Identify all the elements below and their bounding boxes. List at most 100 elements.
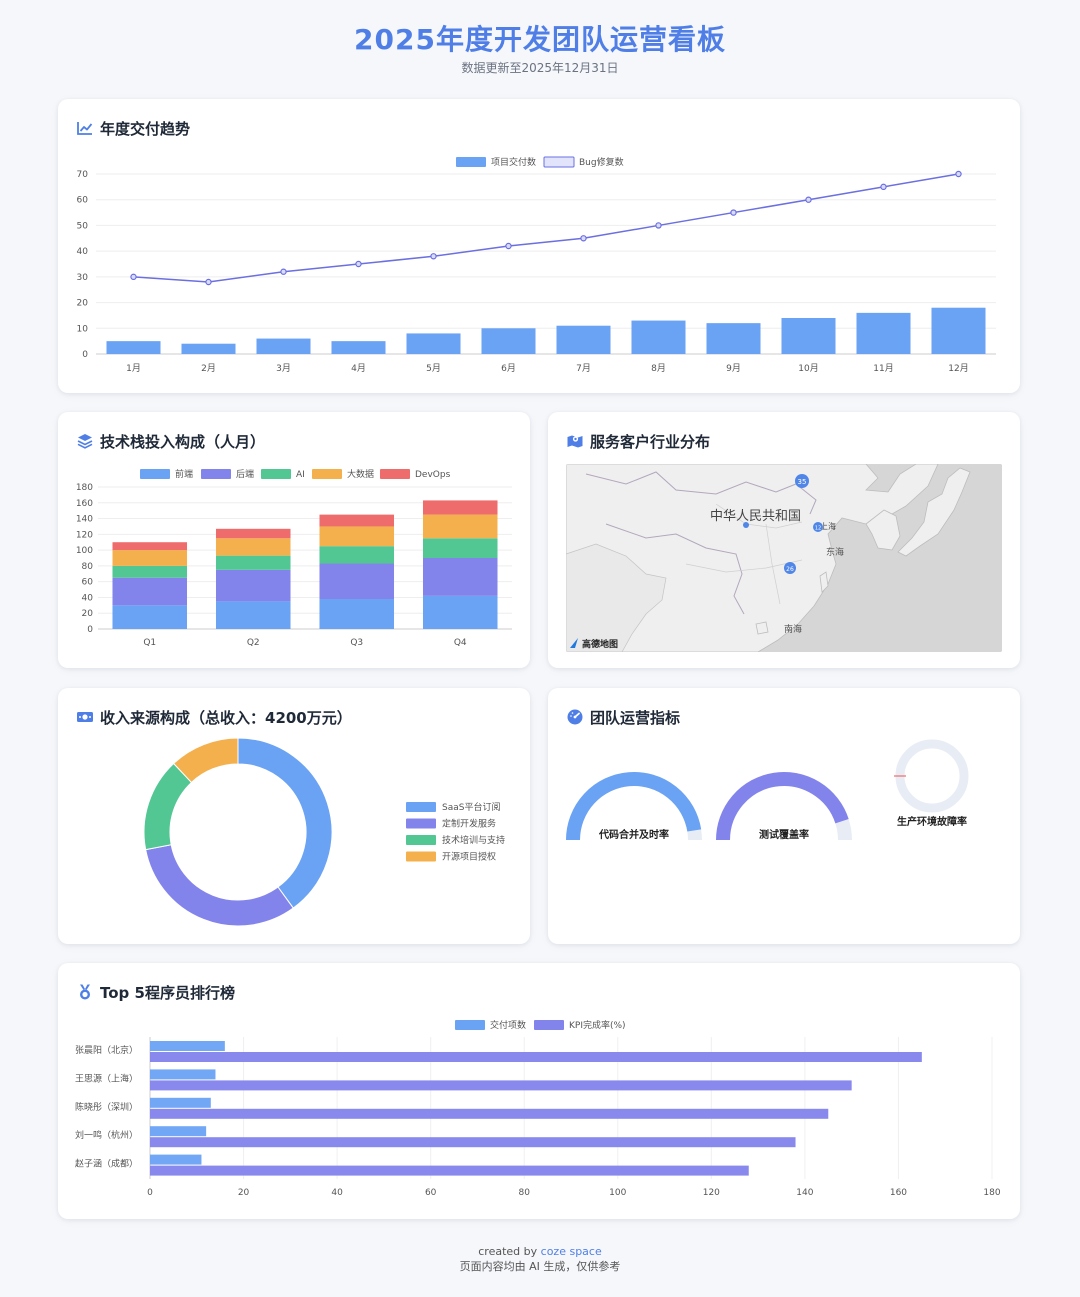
svg-text:12: 12 bbox=[815, 526, 821, 532]
revenue-slice bbox=[143, 762, 193, 851]
ranking-card: Top 5程序员排行榜 0 20 40 60 80 100 120 140 160 180 张晨阳（… bbox=[58, 963, 1020, 1219]
bugfix-point bbox=[430, 253, 437, 260]
x-tick-label: 10月 bbox=[798, 363, 818, 374]
map-city-label: 上海 bbox=[820, 521, 836, 531]
x-tick-label: 8月 bbox=[651, 363, 666, 374]
y-tick-label: 60 bbox=[82, 578, 94, 588]
techstack-title-text: 技术栈投入构成（人月） bbox=[100, 432, 266, 451]
map-country-label: 中华人民共和国 bbox=[710, 509, 801, 524]
legend-label: 定制开发服务 bbox=[442, 818, 496, 830]
legend-swatch-bugfix bbox=[543, 156, 575, 168]
bugfix-point bbox=[730, 209, 737, 216]
footer-brand-link[interactable]: coze space bbox=[540, 1245, 602, 1258]
revenue-title: 收入来源构成（总收入：4200万元） bbox=[76, 706, 352, 728]
legend-swatch bbox=[406, 835, 436, 845]
map-logo: 高德地图 bbox=[570, 638, 618, 650]
techstack-bar-segment bbox=[112, 565, 188, 578]
page-header: 2025年度开发团队运营看板 数据更新至2025年12月31日 bbox=[0, 0, 1080, 96]
map-sea-label-1: 东海 bbox=[826, 546, 844, 558]
y-tick-label: 120 bbox=[76, 530, 93, 540]
legend-swatch-deliveries bbox=[455, 1020, 485, 1030]
techstack-bar-segment bbox=[319, 599, 395, 629]
medal-icon bbox=[80, 984, 90, 1000]
revenue-slice bbox=[237, 737, 333, 909]
map-logo-text: 高德地图 bbox=[582, 638, 618, 650]
map-marker-small[interactable] bbox=[743, 522, 749, 528]
x-tick-label: 40 bbox=[331, 1188, 343, 1198]
legend-label-deliveries: 项目交付数 bbox=[491, 156, 536, 168]
x-tick-label: 4月 bbox=[351, 363, 366, 374]
ranking-bar bbox=[150, 1052, 922, 1062]
legend-label: 后端 bbox=[236, 468, 254, 480]
bugfix-point bbox=[580, 235, 587, 242]
ranking-bar bbox=[150, 1137, 796, 1148]
y-tick-label: 140 bbox=[76, 515, 93, 525]
x-tick-label: 5月 bbox=[426, 363, 441, 374]
techstack-bar-segment bbox=[215, 555, 291, 570]
x-tick-label: 140 bbox=[796, 1188, 813, 1198]
page-title: 2025年度开发团队运营看板 bbox=[354, 23, 726, 56]
gauge-fill bbox=[566, 772, 702, 841]
money-icon bbox=[77, 712, 93, 722]
ranking-bar bbox=[150, 1041, 225, 1051]
techstack-bar-segment bbox=[422, 558, 498, 596]
x-tick-label: 0 bbox=[147, 1188, 153, 1198]
delivery-trend-chart: 0 10 20 30 40 50 60 70 1月 2月 3月 4月 5月 6月 7月 8月 9月 10月 11月 1… bbox=[77, 156, 996, 374]
techstack-title: 技术栈投入构成（人月） bbox=[76, 430, 265, 452]
techstack-bar-segment bbox=[112, 605, 188, 629]
delivery-trend-title: 年度交付趋势 bbox=[76, 117, 190, 139]
customer-map[interactable]: 中华人民共和国 上海 东海 南海 35 26 12 高德地图 bbox=[566, 464, 1002, 652]
legend-label-deliveries: 交付项数 bbox=[490, 1019, 526, 1031]
x-tick-label: 9月 bbox=[726, 363, 741, 374]
techstack-card: 技术栈投入构成（人月） 0 20 40 60 80 100 120 140 160 180 Q1 Q2… bbox=[58, 412, 530, 668]
map-south-asia bbox=[566, 543, 667, 652]
delivery-bar bbox=[481, 328, 536, 354]
y-tick-label: 0 bbox=[87, 625, 93, 635]
bugfix-line bbox=[133, 173, 959, 283]
bugfix-point bbox=[805, 196, 812, 203]
y-tick-label: 100 bbox=[76, 546, 93, 556]
map-marker-12[interactable]: 12 bbox=[813, 522, 823, 532]
map-japan bbox=[897, 467, 971, 557]
legend-swatch bbox=[406, 802, 436, 812]
x-tick-label: Q2 bbox=[247, 638, 260, 648]
revenue-slice bbox=[145, 844, 294, 927]
delivery-trend-title-text: 年度交付趋势 bbox=[100, 119, 191, 138]
x-tick-label: 7月 bbox=[576, 363, 591, 374]
revenue-card: 收入来源构成（总收入：4200万元） SaaS平台订阅 定制开发服务 技术培训与支持… bbox=[58, 688, 530, 944]
legend-swatch bbox=[261, 469, 291, 479]
footer-disclaimer: 页面内容均由 AI 生成，仅供参考 bbox=[459, 1260, 621, 1273]
x-tick-label: 160 bbox=[890, 1188, 907, 1198]
map-korea bbox=[865, 509, 901, 551]
ranking-bar bbox=[150, 1097, 211, 1108]
delivery-bar bbox=[781, 318, 836, 354]
map-border bbox=[585, 471, 817, 615]
map-border-2 bbox=[685, 503, 803, 605]
ops-title: 团队运营指标 bbox=[566, 706, 680, 728]
page-footer: created by coze space 页面内容均由 AI 生成，仅供参考 bbox=[0, 1244, 1080, 1274]
delivery-bar bbox=[706, 323, 761, 354]
techstack-bar-segment bbox=[422, 595, 498, 629]
bugfix-point bbox=[955, 170, 962, 178]
x-tick-label: 80 bbox=[518, 1188, 530, 1198]
techstack-bar-segment bbox=[215, 569, 291, 602]
map-marker-26[interactable]: 26 bbox=[784, 562, 796, 574]
map-taiwan bbox=[819, 571, 829, 593]
x-tick-label: 20 bbox=[238, 1188, 250, 1198]
techstack-bar-segment bbox=[112, 542, 188, 551]
footer-credit: created by coze space bbox=[0, 1244, 1080, 1259]
techstack-bar-segment bbox=[215, 528, 291, 539]
bugfix-point bbox=[505, 242, 512, 250]
revenue-slice bbox=[172, 737, 239, 784]
map-marker-35[interactable]: 35 bbox=[795, 474, 809, 488]
techstack-chart: 0 20 40 60 80 100 120 140 160 180 Q1 Q2 Q3 Q4 前端 后端 AI 大数… bbox=[76, 468, 512, 648]
bugfix-point bbox=[130, 273, 137, 281]
delivery-bar bbox=[331, 341, 386, 354]
techstack-bar-segment bbox=[319, 546, 395, 564]
x-tick-label: 60 bbox=[425, 1188, 437, 1198]
bugfix-point bbox=[280, 268, 287, 275]
x-tick-label: 1月 bbox=[126, 363, 141, 374]
y-tick-label: 40 bbox=[77, 247, 89, 257]
legend-swatch bbox=[406, 818, 436, 829]
